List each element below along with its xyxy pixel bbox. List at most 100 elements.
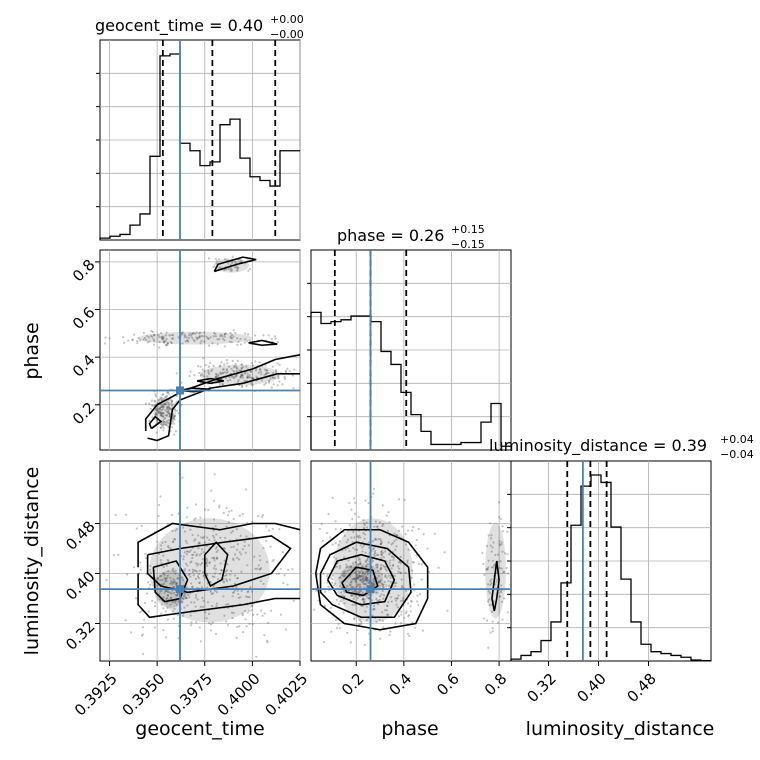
sample-point xyxy=(181,597,184,600)
sample-point xyxy=(417,527,420,531)
sample-point xyxy=(160,396,163,399)
sample-point xyxy=(356,576,360,580)
sample-point xyxy=(185,553,189,556)
sample-point xyxy=(250,608,253,612)
sample-point xyxy=(200,586,204,589)
sample-point xyxy=(213,589,217,593)
sample-point xyxy=(143,618,146,621)
sample-point xyxy=(232,545,235,548)
sample-point xyxy=(245,365,248,368)
sample-point xyxy=(270,386,273,389)
sample-point xyxy=(407,548,410,551)
sample-point xyxy=(226,379,229,382)
sample-point xyxy=(393,574,396,578)
sample-point xyxy=(254,369,258,372)
sample-point xyxy=(483,573,486,576)
sample-point xyxy=(164,423,167,426)
sample-point xyxy=(161,337,164,341)
sample-point xyxy=(141,652,145,656)
sample-point xyxy=(246,372,249,375)
sample-point xyxy=(277,572,281,575)
sample-point xyxy=(244,332,247,335)
sample-point xyxy=(139,568,142,571)
sample-point xyxy=(357,576,361,579)
sample-point xyxy=(158,398,161,401)
sample-point xyxy=(162,426,165,429)
sample-point xyxy=(366,596,369,599)
sample-point xyxy=(371,559,374,563)
sample-point xyxy=(246,340,249,343)
sample-point xyxy=(215,372,218,375)
sample-point xyxy=(195,553,198,556)
sample-point xyxy=(236,367,239,370)
sample-point xyxy=(259,368,262,371)
sample-point xyxy=(491,626,494,630)
sample-point xyxy=(489,583,492,586)
sample-point xyxy=(139,339,142,342)
sample-point xyxy=(381,524,384,527)
sample-point xyxy=(211,556,214,559)
sample-point xyxy=(145,338,148,342)
sample-point xyxy=(361,591,364,595)
sample-point xyxy=(232,611,235,615)
sample-point xyxy=(503,552,507,555)
sample-point xyxy=(131,338,135,341)
sample-point xyxy=(241,376,244,379)
sample-point xyxy=(428,570,431,574)
sample-point xyxy=(327,585,330,588)
ylabel-luminosity-distance: luminosity_distance xyxy=(21,467,43,656)
sample-point xyxy=(167,401,170,405)
sample-point xyxy=(220,569,224,572)
sample-point xyxy=(358,623,361,626)
sample-point xyxy=(274,369,278,372)
sample-point xyxy=(356,535,359,538)
sample-point xyxy=(221,371,224,374)
sample-point xyxy=(395,538,398,541)
sample-point xyxy=(265,371,269,374)
title-luminosity-distance-main: luminosity_distance = 0.39 xyxy=(489,436,707,456)
sample-point xyxy=(187,573,190,577)
sample-point xyxy=(246,376,249,379)
sample-point xyxy=(250,383,253,387)
sample-point xyxy=(500,541,503,544)
sample-point xyxy=(362,597,365,600)
sample-point xyxy=(265,368,269,372)
sample-point xyxy=(486,568,489,571)
sample-point xyxy=(237,340,240,343)
sample-point xyxy=(164,636,168,639)
sample-point xyxy=(379,539,383,542)
sample-point xyxy=(385,604,389,607)
sample-point xyxy=(272,383,275,386)
sample-point xyxy=(409,605,412,608)
sample-point xyxy=(155,431,158,434)
sample-point xyxy=(235,265,238,268)
sample-point xyxy=(218,365,221,368)
sample-point xyxy=(232,518,235,521)
sample-point xyxy=(254,360,257,363)
sample-point xyxy=(334,618,337,622)
contour-phase-vs-luminosity_distance-4 xyxy=(491,560,500,612)
sample-point xyxy=(251,613,255,616)
sample-point xyxy=(173,579,176,582)
sample-point xyxy=(239,375,242,378)
sample-point xyxy=(161,411,164,415)
sample-point xyxy=(166,574,170,577)
sample-point xyxy=(158,598,161,601)
sample-point xyxy=(437,566,440,569)
sample-point xyxy=(490,550,493,553)
sample-point xyxy=(185,336,188,339)
sample-point xyxy=(229,336,232,339)
sample-point xyxy=(488,592,492,595)
sample-point xyxy=(209,623,213,626)
sample-point xyxy=(260,379,263,382)
sample-point xyxy=(365,618,368,622)
sample-point xyxy=(364,577,367,580)
sample-point xyxy=(367,573,370,576)
sample-point xyxy=(166,594,170,597)
sample-point xyxy=(240,363,243,366)
sample-point xyxy=(500,589,503,592)
sample-point xyxy=(362,532,365,535)
title-luminosity-distance-upper: +0.04 xyxy=(720,433,754,446)
contour-geocent_time-vs-phase-3 xyxy=(197,377,224,385)
sample-point xyxy=(200,335,203,338)
